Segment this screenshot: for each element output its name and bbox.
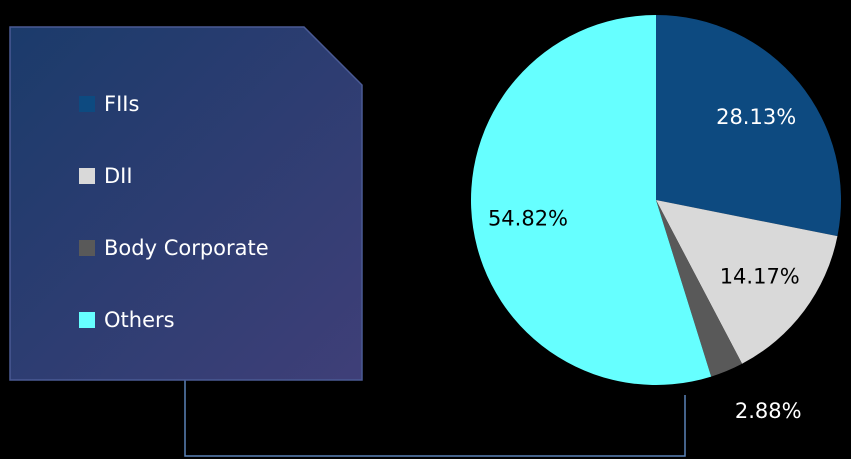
legend-swatch [79, 240, 95, 256]
data-label: 2.88% [735, 399, 802, 423]
connector [184, 380, 686, 457]
pie-slice [470, 15, 712, 386]
data-label: 54.82% [488, 207, 568, 231]
pie-slice [656, 200, 743, 377]
pie-slice [656, 200, 838, 364]
data-label: 28.13% [716, 105, 796, 129]
data-label: 14.17% [720, 265, 800, 289]
legend-label: Others [104, 308, 175, 332]
legend-swatch [79, 96, 95, 112]
legend-swatch [79, 312, 95, 328]
legend-box [9, 26, 363, 381]
legend-label: DII [104, 164, 133, 188]
legend: FIIs DII Body Corporate Others [79, 92, 269, 332]
legend-label: FIIs [104, 92, 139, 116]
pie: 28.13% 14.17% 2.88% 54.82% [470, 15, 841, 423]
legend-label: Body Corporate [104, 236, 269, 260]
legend-swatch [79, 168, 95, 184]
pie-slice [656, 15, 841, 237]
